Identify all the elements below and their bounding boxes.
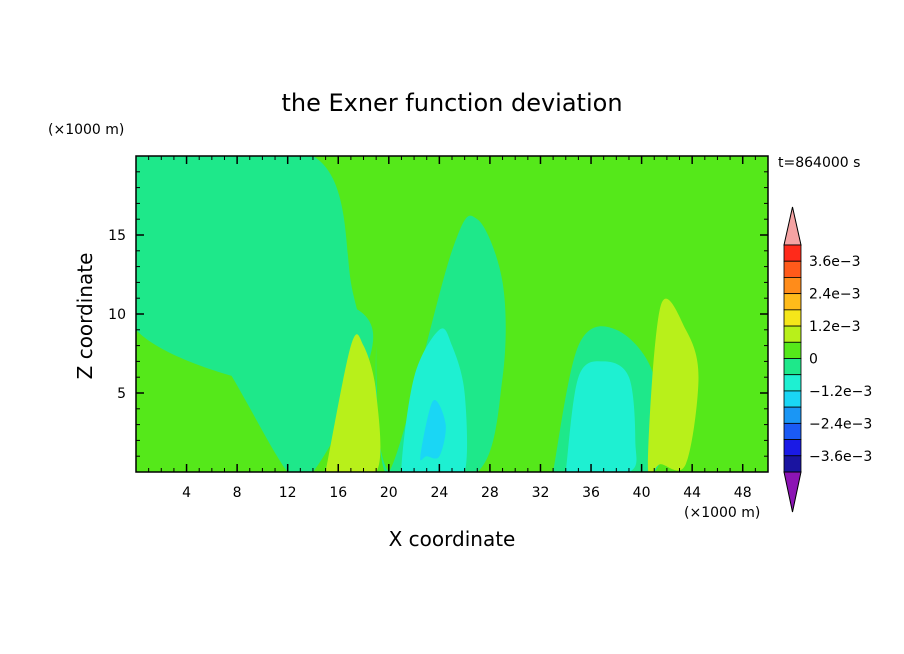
colorbar-under-triangle — [783, 471, 802, 513]
colorbar-label: 2.4e−3 — [809, 287, 861, 303]
x-tick-label: 32 — [532, 485, 550, 501]
colorbar-label: 0 — [809, 352, 818, 368]
colorbar-segment — [783, 455, 802, 473]
x-tick-label: 24 — [430, 485, 448, 501]
x-axis-label: X coordinate — [389, 527, 516, 551]
x-axis-ticks: 4 8 12 16 20 24 28 32 36 40 44 48 — [148, 156, 756, 501]
contour-region-9 — [420, 400, 446, 461]
y-unit-label: (×1000 m) — [48, 122, 124, 138]
y-axis-ticks: 5 10 15 — [108, 171, 768, 457]
time-label: t=864000 s — [778, 155, 860, 171]
colorbar-label: −1.2e−3 — [809, 384, 872, 400]
y-tick-label: 15 — [108, 228, 126, 244]
colorbar-segment — [783, 325, 802, 343]
x-tick-label: 44 — [683, 485, 701, 501]
contour-region-5 — [325, 334, 381, 472]
colorbar-label: −2.4e−3 — [809, 416, 872, 432]
contour-region-2 — [136, 156, 369, 395]
x-tick-label: 28 — [481, 485, 499, 501]
x-tick-label: 20 — [380, 485, 398, 501]
x-tick-label: 48 — [734, 485, 752, 501]
x-unit-label: (×1000 m) — [684, 505, 760, 521]
colorbar-segment — [783, 277, 802, 295]
x-tick-label: 40 — [633, 485, 651, 501]
contour-fields — [136, 156, 699, 472]
x-tick-label: 8 — [233, 485, 242, 501]
colorbar-segment — [783, 374, 802, 392]
x-tick-label: 12 — [279, 485, 297, 501]
y-tick-label: 10 — [108, 307, 126, 323]
colorbar-segment — [783, 406, 802, 424]
colorbar-segment — [783, 260, 802, 278]
colorbar-segment — [783, 341, 802, 359]
colorbar-over-triangle — [783, 206, 802, 246]
x-tick-label: 16 — [329, 485, 347, 501]
chart-title: the Exner function deviation — [281, 89, 622, 117]
y-tick-label: 5 — [117, 386, 126, 402]
colorbar-label: −3.6e−3 — [809, 449, 872, 465]
x-tick-label: 4 — [182, 485, 191, 501]
colorbar-segment — [783, 293, 802, 311]
colorbar: 3.6e−3 2.4e−3 1.2e−3 0 −1.2e−3 −2.4e−3 −3.6e−3 — [783, 206, 872, 513]
contour-region-6 — [647, 298, 699, 472]
colorbar-segment — [783, 244, 802, 262]
colorbar-segment — [783, 439, 802, 457]
y-axis-label: Z coordinate — [73, 253, 97, 380]
x-tick-label: 36 — [582, 485, 600, 501]
colorbar-segment — [783, 358, 802, 376]
contour-region-8 — [565, 361, 637, 472]
colorbar-segment — [783, 309, 802, 327]
colorbar-segment — [783, 422, 802, 440]
colorbar-label: 3.6e−3 — [809, 254, 861, 270]
colorbar-segment — [783, 390, 802, 408]
colorbar-label: 1.2e−3 — [809, 319, 861, 335]
